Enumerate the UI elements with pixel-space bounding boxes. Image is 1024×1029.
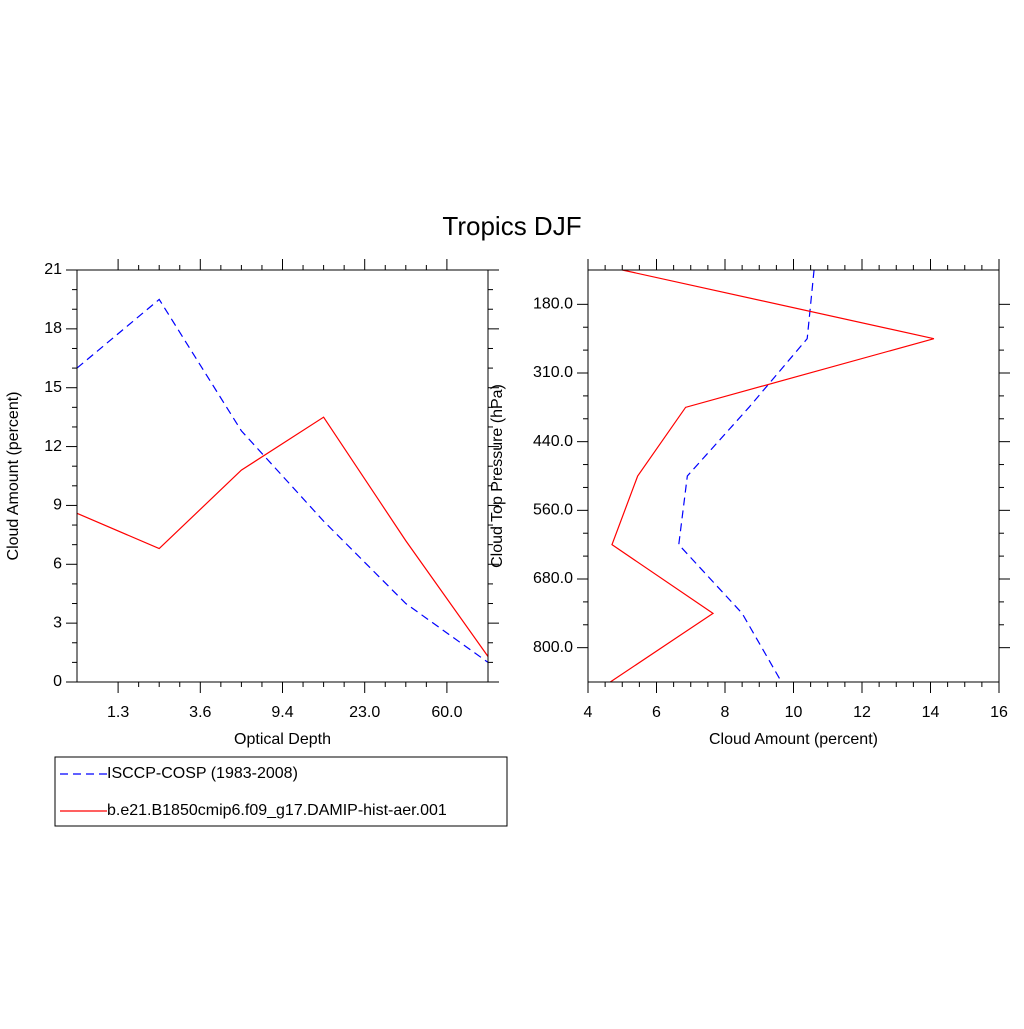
x-tick-label: 8	[721, 704, 730, 721]
plot-frame	[587, 269, 1000, 683]
legend-label: ISCCP-COSP (1983-2008)	[107, 765, 298, 782]
legend-label: b.e21.B1850cmip6.f09_g17.DAMIP-hist-aer.…	[107, 802, 447, 819]
y-tick-label: 9	[53, 497, 62, 514]
x-tick-label: 4	[584, 704, 593, 721]
y-tick-label: 800.0	[533, 639, 573, 656]
y-axis-label: Cloud Top Pressure (hPa)	[489, 384, 506, 568]
x-tick-label: 3.6	[189, 704, 211, 721]
x-tick-label: 9.4	[271, 704, 293, 721]
y-tick-label: 15	[44, 379, 62, 396]
y-axis-label: Cloud Amount (percent)	[5, 392, 22, 561]
y-tick-label: 440.0	[533, 433, 573, 450]
y-tick-label: 6	[53, 556, 62, 573]
x-axis-label: Optical Depth	[234, 731, 331, 748]
series-line	[76, 298, 489, 663]
y-tick-label: 12	[44, 438, 62, 455]
y-tick-label: 21	[44, 261, 62, 278]
series-line	[76, 416, 489, 657]
y-tick-label: 310.0	[533, 364, 573, 381]
x-tick-label: 12	[853, 704, 871, 721]
x-tick-label: 6	[652, 704, 661, 721]
x-tick-label: 16	[990, 704, 1008, 721]
y-tick-label: 680.0	[533, 570, 573, 587]
x-tick-label: 60.0	[431, 704, 462, 721]
x-tick-label: 1.3	[107, 704, 129, 721]
y-tick-label: 560.0	[533, 502, 573, 519]
figure-title: Tropics DJF	[442, 211, 581, 241]
y-tick-label: 180.0	[533, 296, 573, 313]
y-tick-label: 18	[44, 320, 62, 337]
series-line	[678, 269, 815, 683]
y-tick-label: 0	[53, 673, 62, 690]
legend-box	[54, 756, 508, 827]
x-axis-label: Cloud Amount (percent)	[709, 731, 878, 748]
series-line	[609, 269, 935, 683]
plot-frame	[76, 269, 489, 683]
x-tick-label: 14	[922, 704, 940, 721]
x-tick-label: 10	[785, 704, 803, 721]
y-tick-label: 3	[53, 614, 62, 631]
x-tick-label: 23.0	[349, 704, 380, 721]
